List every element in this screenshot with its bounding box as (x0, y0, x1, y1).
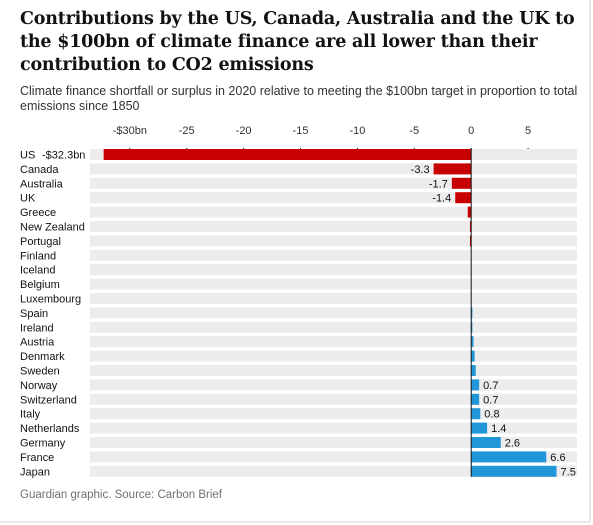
x-tick-label: -25 (179, 125, 195, 137)
data-label: 6.6 (550, 452, 565, 464)
category-label: Canada (20, 164, 59, 176)
bar-track (90, 379, 577, 391)
category-label: Greece (20, 207, 56, 219)
category-label: Australia (20, 178, 64, 190)
category-label: Sweden (20, 366, 60, 378)
bar-track (90, 177, 577, 189)
category-label: Switzerland (20, 394, 77, 406)
data-label: -3.3 (411, 164, 430, 176)
bar-track (90, 393, 577, 405)
x-tick-label: -15 (293, 125, 309, 137)
bar (103, 149, 472, 160)
category-label: Austria (20, 337, 55, 349)
bar (455, 192, 472, 204)
bar-track (90, 235, 577, 247)
category-label: Denmark (20, 351, 65, 363)
category-label: UK (20, 193, 36, 205)
bar (471, 437, 501, 448)
category-label: Germany (20, 438, 66, 450)
source-credit: Guardian graphic. Source: Carbon Brief (20, 489, 222, 501)
data-label: 2.6 (505, 438, 520, 450)
bar (451, 177, 472, 189)
data-label: 0.8 (484, 409, 499, 421)
data-label: 7.5 (561, 466, 576, 478)
bar-track (90, 293, 577, 304)
x-tick-label: 0 (468, 125, 474, 137)
bar (467, 206, 472, 218)
category-label: Luxembourg (20, 294, 81, 306)
x-tick-label: -20 (236, 125, 252, 137)
bar (471, 350, 475, 362)
bar-track (90, 451, 577, 463)
bar (471, 422, 488, 434)
data-label: 0.7 (483, 394, 498, 406)
chart-title: Contributions by the US, Canada, Austral… (20, 9, 575, 75)
category-label: Belgium (20, 279, 60, 291)
category-label: Iceland (20, 265, 55, 277)
bar (469, 235, 472, 247)
category-label: New Zealand (20, 222, 85, 234)
category-label: Norway (20, 380, 58, 392)
category-label: Spain (20, 308, 48, 320)
chart-subtitle: Climate finance shortfall or surplus in … (20, 84, 578, 113)
bar-track (90, 192, 577, 204)
bar (471, 365, 476, 376)
x-tick-label: -5 (409, 125, 419, 137)
data-label: 1.4 (491, 423, 506, 435)
category-label: Italy (20, 409, 41, 421)
category-label: France (20, 452, 54, 464)
bar (433, 163, 472, 175)
category-label: US (20, 150, 35, 162)
category-label: Ireland (20, 322, 54, 334)
category-label: Finland (20, 250, 56, 262)
bar-track (90, 437, 577, 448)
bar (469, 221, 472, 232)
data-label: -1.7 (429, 178, 448, 190)
bar-track (90, 278, 577, 290)
category-label: Portugal (20, 236, 61, 248)
bar-track (90, 336, 577, 348)
bar (471, 393, 480, 405)
bar-track (90, 422, 577, 434)
data-label: -$32.3bn (42, 150, 85, 162)
bar (471, 321, 473, 333)
bar-track (90, 206, 577, 218)
bar-track (90, 408, 577, 420)
bar (471, 451, 547, 463)
category-label: Netherlands (20, 423, 80, 435)
bar-track (90, 321, 577, 333)
x-tick-label: -10 (349, 125, 365, 137)
bar (471, 465, 557, 477)
bar-track (90, 221, 577, 232)
bar-track (90, 350, 577, 362)
bar (471, 336, 474, 348)
bar (471, 379, 480, 391)
x-tick-label: 5 (525, 125, 531, 137)
data-label: -1.4 (432, 193, 451, 205)
data-label: 0.7 (483, 380, 498, 392)
bar (471, 307, 473, 319)
category-label: Japan (20, 466, 50, 478)
bar-track (90, 307, 577, 319)
bar-track (90, 264, 577, 276)
bar (471, 408, 481, 420)
x-tick-label: -$30bn (113, 125, 147, 137)
bar-track (90, 365, 577, 376)
bar-track (90, 465, 577, 477)
bar-track (90, 249, 577, 261)
bar-track (90, 163, 577, 175)
